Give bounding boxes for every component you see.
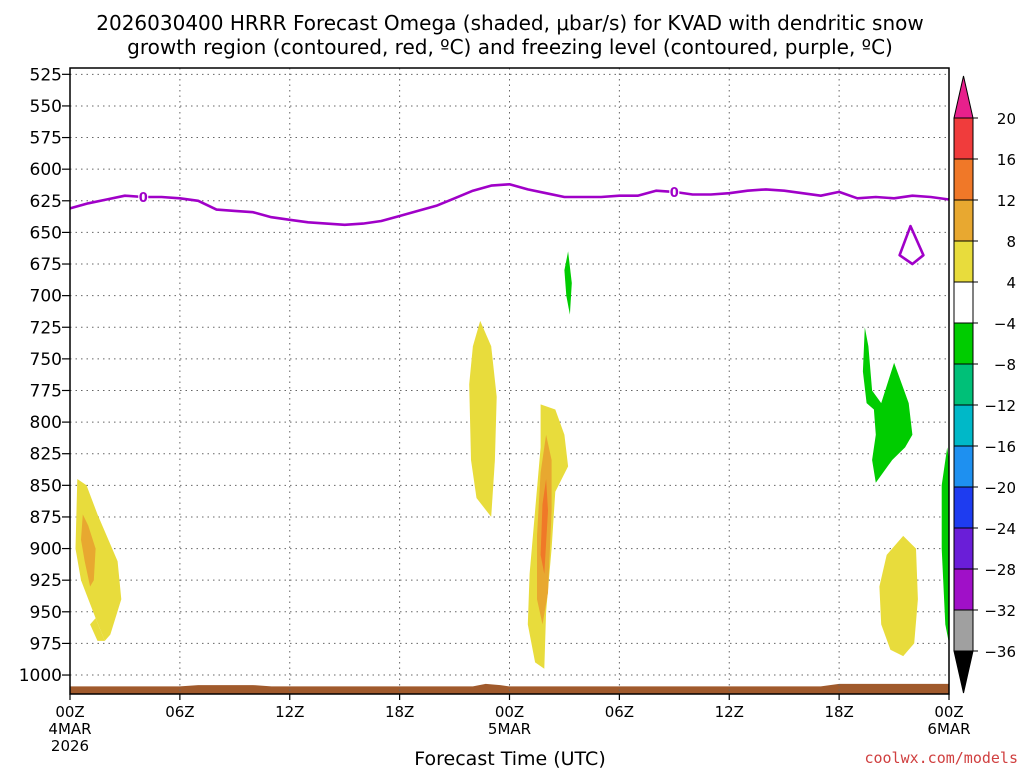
grid-layer: [69, 68, 950, 694]
colorbar-swatch: [953, 404, 974, 447]
colorbar-swatch: [953, 117, 974, 160]
colorbar-swatch: [953, 158, 974, 201]
freezing-level-line: [69, 183, 950, 227]
y-tick-label: 550: [30, 97, 62, 117]
omega-region: [90, 618, 105, 641]
y-tick-label: 650: [30, 223, 62, 243]
colorbar-swatch: [953, 199, 974, 242]
y-tick-label: 700: [30, 287, 62, 307]
x-tick-year: 2026: [51, 737, 89, 755]
contour-label-bg: [138, 188, 149, 204]
colorbar-swatch: [953, 609, 974, 652]
omega-region: [81, 514, 96, 587]
colorbar-label: 12: [997, 192, 1016, 210]
y-tick-label: 900: [30, 540, 62, 560]
omega-region: [941, 447, 949, 644]
x-tick-date: 5MAR: [488, 720, 531, 738]
y-tick-label: 975: [30, 634, 62, 654]
x-tick-label: 12Z: [715, 703, 744, 721]
x-tick-label: 18Z: [824, 703, 853, 721]
colorbar-swatch: [953, 568, 974, 611]
y-tick-label: 725: [30, 318, 62, 338]
colorbar-label: 4: [1006, 274, 1016, 292]
chart-title-line2: growth region (contoured, red, ºC) and f…: [127, 35, 893, 59]
y-tick-label: 750: [30, 350, 62, 370]
x-tick-label: 12Z: [275, 703, 304, 721]
x-tick-date: 6MAR: [927, 720, 970, 738]
colorbar-swatch: [953, 527, 974, 570]
colorbar-bottom-arrow: [953, 650, 974, 694]
y-tick-label: 675: [30, 255, 62, 275]
colorbar-label: 8: [1006, 233, 1016, 251]
colorbar-label: −20: [984, 479, 1016, 497]
chart-title-line1: 2026030400 HRRR Forecast Omega (shaded, …: [96, 11, 924, 35]
colorbar-label: −4: [994, 315, 1016, 333]
x-tick-label: 00Z: [934, 703, 963, 721]
colorbar-label: −24: [984, 520, 1016, 538]
contour-label-bg: [669, 183, 680, 199]
colorbar-label: −16: [984, 438, 1016, 456]
x-tick-date: 4MAR: [48, 720, 91, 738]
x-tick-label: 18Z: [385, 703, 414, 721]
colorbar-swatch: [953, 445, 974, 488]
y-tick-label: 1000: [19, 666, 62, 686]
y-tick-label: 875: [30, 508, 62, 528]
y-tick-label: 775: [30, 381, 62, 401]
x-tick-label: 06Z: [165, 703, 194, 721]
y-tick-label: 600: [30, 160, 62, 180]
colorbar-swatch: [953, 486, 974, 529]
omega-region: [564, 251, 572, 315]
y-tick-label: 825: [30, 445, 62, 465]
x-axis-label: Forecast Time (UTC): [414, 748, 605, 768]
y-tick-label: 525: [30, 65, 62, 85]
y-tick-label: 800: [30, 413, 62, 433]
y-tick-label: 575: [30, 129, 62, 149]
colorbar-label: −8: [994, 356, 1016, 374]
colorbar: 20 16 12 8 4 −4 −8 −12 −16 −20 −24 −28 −32 −36: [953, 75, 1016, 694]
freezing-level-label: 0: [139, 191, 148, 206]
omega-shading-layer: [75, 251, 949, 669]
terrain-layer: [70, 683, 949, 694]
x-tick-label: 06Z: [605, 703, 634, 721]
colorbar-label: −12: [984, 397, 1016, 415]
colorbar-swatch: [953, 240, 974, 283]
y-tick-label: 850: [30, 476, 62, 496]
colorbar-swatch: [953, 322, 974, 365]
omega-region: [862, 327, 913, 483]
colorbar-label: −28: [984, 561, 1016, 579]
colorbar-swatch: [953, 363, 974, 406]
credit-text: coolwx.com/models: [864, 749, 1018, 767]
omega-region: [469, 320, 497, 517]
omega-region: [879, 535, 918, 657]
y-tick-label: 625: [30, 192, 62, 212]
x-tick-label: 00Z: [55, 703, 84, 721]
colorbar-swatch: [953, 281, 974, 324]
colorbar-top-arrow: [953, 75, 974, 119]
colorbar-label: −36: [984, 643, 1016, 661]
terrain-ground: [70, 683, 949, 694]
omega-region: [75, 479, 122, 641]
y-axis: 525 550 575 600 625 650 675 700 725 750 775 800 825 8…: [19, 65, 70, 686]
y-tick-label: 925: [30, 571, 62, 591]
colorbar-label: −32: [984, 602, 1016, 620]
y-tick-label: 950: [30, 603, 62, 623]
colorbar-label: 20: [997, 110, 1016, 128]
colorbar-label: 16: [997, 151, 1016, 169]
omega-region: [540, 479, 548, 574]
freezing-level-label: 0: [670, 186, 679, 201]
x-tick-label: 00Z: [495, 703, 524, 721]
plot-background: [70, 68, 949, 694]
freezing-level-closed-contour: [898, 224, 925, 266]
